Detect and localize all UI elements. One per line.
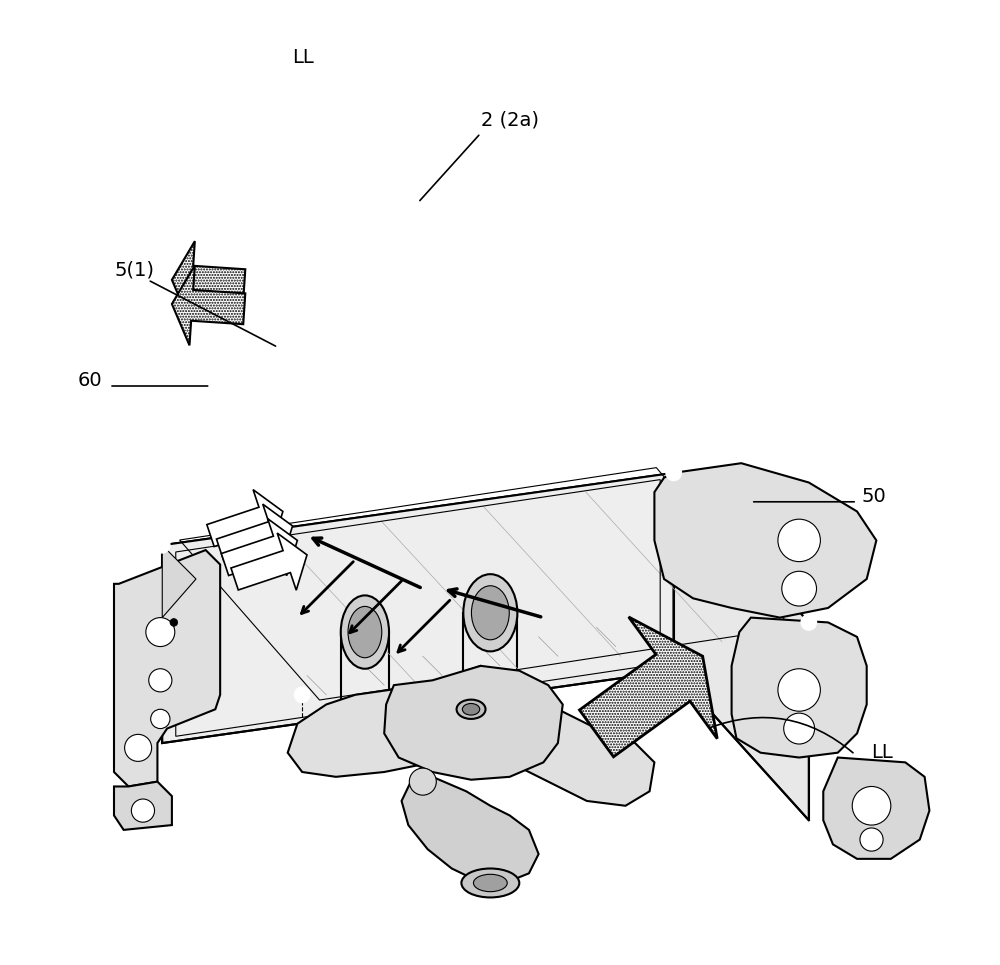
Polygon shape <box>162 473 674 743</box>
Polygon shape <box>288 666 654 806</box>
Circle shape <box>170 619 178 626</box>
Ellipse shape <box>348 606 382 658</box>
Circle shape <box>151 709 170 729</box>
Text: LL: LL <box>872 742 893 761</box>
Text: 2 (2a): 2 (2a) <box>481 110 539 129</box>
Circle shape <box>782 571 817 606</box>
Ellipse shape <box>341 595 389 669</box>
Polygon shape <box>732 618 867 758</box>
Circle shape <box>778 519 820 562</box>
Circle shape <box>125 734 152 761</box>
Circle shape <box>860 828 883 851</box>
Text: LL: LL <box>293 47 314 67</box>
Ellipse shape <box>457 700 486 719</box>
Polygon shape <box>384 666 563 780</box>
Polygon shape <box>207 489 283 547</box>
Text: 5(1): 5(1) <box>114 260 154 279</box>
Circle shape <box>784 713 815 744</box>
Circle shape <box>146 618 175 647</box>
Ellipse shape <box>462 703 480 715</box>
Polygon shape <box>172 241 245 321</box>
Polygon shape <box>231 533 307 591</box>
Circle shape <box>852 786 891 825</box>
Circle shape <box>778 669 820 711</box>
Polygon shape <box>674 473 809 820</box>
Polygon shape <box>162 473 809 695</box>
Polygon shape <box>579 617 717 757</box>
Circle shape <box>666 465 681 481</box>
Polygon shape <box>114 782 172 830</box>
Circle shape <box>801 615 817 630</box>
Text: 50: 50 <box>862 486 887 506</box>
Circle shape <box>131 799 155 822</box>
Ellipse shape <box>471 586 509 640</box>
Text: 60: 60 <box>77 371 102 390</box>
Circle shape <box>409 768 436 795</box>
Ellipse shape <box>473 874 507 892</box>
Polygon shape <box>114 550 220 786</box>
Ellipse shape <box>463 574 517 651</box>
Polygon shape <box>221 518 297 576</box>
Polygon shape <box>823 758 929 859</box>
Polygon shape <box>654 463 876 618</box>
Polygon shape <box>162 545 196 618</box>
Polygon shape <box>216 504 293 562</box>
Circle shape <box>155 538 170 553</box>
Circle shape <box>149 669 172 692</box>
Ellipse shape <box>461 868 519 897</box>
Polygon shape <box>402 777 539 883</box>
Polygon shape <box>172 265 245 345</box>
Circle shape <box>294 687 310 703</box>
